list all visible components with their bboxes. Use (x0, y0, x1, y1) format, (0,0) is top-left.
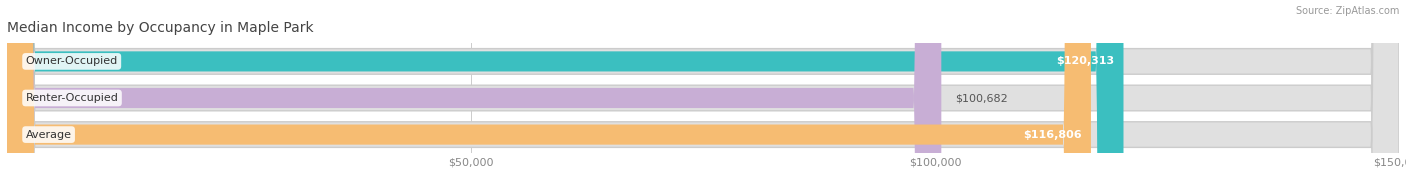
Text: $100,682: $100,682 (955, 93, 1008, 103)
Text: $120,313: $120,313 (1056, 56, 1114, 66)
FancyBboxPatch shape (7, 0, 1399, 196)
FancyBboxPatch shape (7, 0, 1399, 196)
Text: $116,806: $116,806 (1024, 130, 1081, 140)
FancyBboxPatch shape (7, 0, 1091, 196)
Text: Source: ZipAtlas.com: Source: ZipAtlas.com (1295, 6, 1399, 16)
FancyBboxPatch shape (7, 0, 942, 196)
FancyBboxPatch shape (7, 0, 1399, 196)
Text: Median Income by Occupancy in Maple Park: Median Income by Occupancy in Maple Park (7, 21, 314, 35)
Text: Owner-Occupied: Owner-Occupied (25, 56, 118, 66)
Text: Renter-Occupied: Renter-Occupied (25, 93, 118, 103)
FancyBboxPatch shape (7, 0, 1123, 196)
Text: Average: Average (25, 130, 72, 140)
